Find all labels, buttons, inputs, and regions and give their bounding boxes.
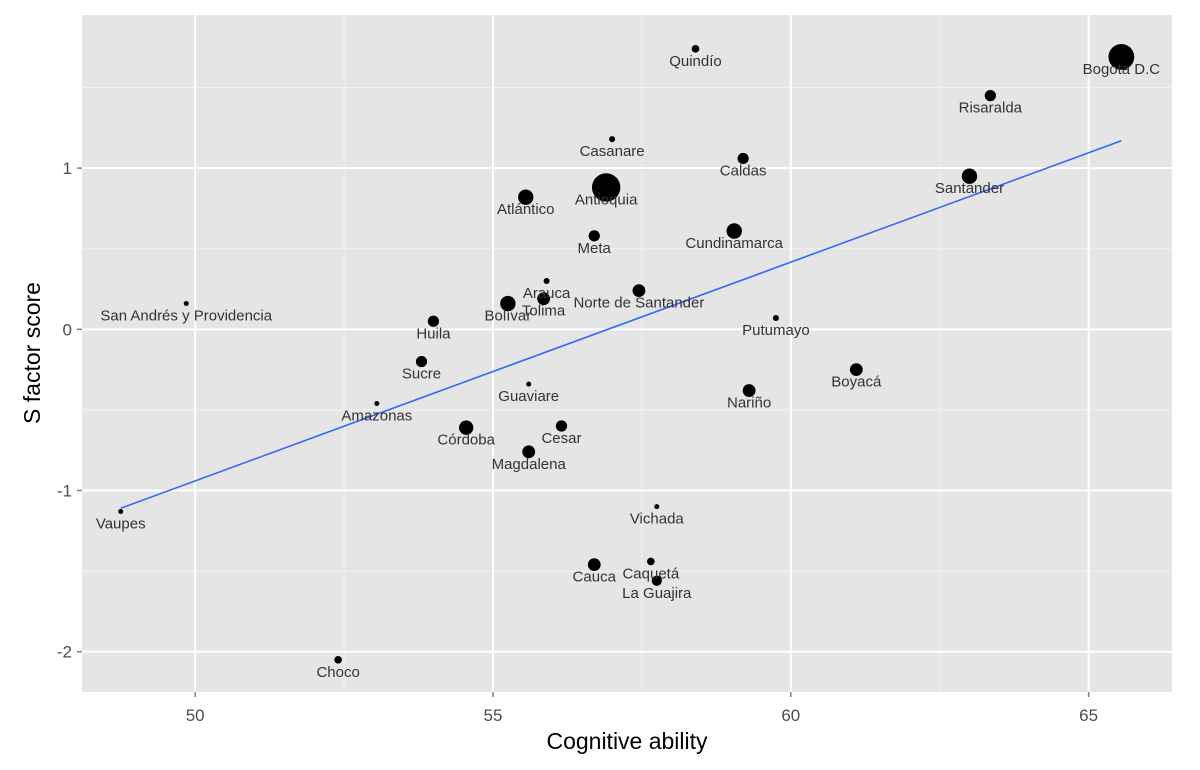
point-label: Antioquia xyxy=(575,191,638,208)
y-axis-ticks: -2 -1 0 1 xyxy=(57,159,82,662)
data-point xyxy=(654,504,660,510)
point-label: Caldas xyxy=(720,162,767,179)
point-label: Bolívar xyxy=(485,308,532,325)
point-label: Cauca xyxy=(573,569,617,586)
point-label: Magdalena xyxy=(492,456,567,473)
data-point xyxy=(555,420,568,432)
point-label: Guaviare xyxy=(498,388,559,405)
data-point xyxy=(118,508,124,514)
x-tick-label: 50 xyxy=(186,706,205,725)
data-point xyxy=(849,363,863,377)
data-point xyxy=(587,558,601,572)
minor-gridlines xyxy=(82,15,1172,692)
y-tick-label: -1 xyxy=(57,482,72,501)
plot-panel xyxy=(82,15,1172,692)
y-tick-label: 0 xyxy=(63,320,72,339)
point-label: Quindío xyxy=(669,53,722,70)
point-label: Córdoba xyxy=(437,432,495,449)
data-point xyxy=(772,315,779,322)
data-point xyxy=(737,152,749,165)
point-label: Vaupes xyxy=(96,515,146,532)
fit-line-layer xyxy=(120,139,1122,509)
data-point xyxy=(518,189,534,205)
data-point xyxy=(588,230,600,242)
point-label: Putumayo xyxy=(742,322,810,339)
data-point xyxy=(537,292,551,306)
y-tick-label: 1 xyxy=(63,159,72,178)
data-point xyxy=(459,420,474,435)
point-label: Atlántico xyxy=(497,201,555,218)
point-label: Boyacá xyxy=(831,374,882,391)
data-point xyxy=(591,173,621,202)
point-label: Amazonas xyxy=(341,407,412,424)
data-point xyxy=(961,168,978,184)
x-axis-title: Cognitive ability xyxy=(546,728,708,754)
point-label: Meta xyxy=(578,240,612,257)
point-label: La Guajira xyxy=(622,585,692,602)
data-point xyxy=(415,355,428,368)
point-labels-layer: Bogota D.C Quindío Risaralda Casanare Caldas… xyxy=(96,53,1160,681)
y-tick-label: -2 xyxy=(57,643,72,662)
major-gridlines xyxy=(82,15,1172,692)
point-label: Tolima xyxy=(522,303,566,320)
point-label: San Andrés y Providencia xyxy=(100,308,272,325)
x-tick-label: 65 xyxy=(1079,706,1098,725)
data-point xyxy=(500,295,516,312)
data-point xyxy=(526,381,532,387)
regression-line xyxy=(120,139,1122,509)
point-label: Choco xyxy=(316,664,359,681)
x-axis-ticks: 50 55 60 65 xyxy=(186,692,1098,725)
point-label: Risaralda xyxy=(959,100,1023,117)
data-point xyxy=(183,301,189,307)
point-label: Huila xyxy=(416,325,451,342)
point-label: Caquetá xyxy=(622,565,679,582)
data-point xyxy=(522,445,536,459)
point-label: Sucre xyxy=(402,366,441,383)
x-tick-label: 55 xyxy=(484,706,503,725)
y-axis-title: S factor score xyxy=(19,282,45,424)
data-point xyxy=(647,557,655,566)
data-point xyxy=(691,45,700,53)
point-label: Casanare xyxy=(580,143,645,160)
data-point xyxy=(334,655,342,664)
data-point xyxy=(651,575,662,586)
point-label: Cesar xyxy=(541,430,581,447)
data-point xyxy=(726,223,742,239)
data-point xyxy=(742,384,756,397)
point-label: Santander xyxy=(935,180,1004,197)
data-point xyxy=(543,277,550,284)
data-point xyxy=(1108,44,1135,70)
data-point xyxy=(427,315,440,327)
x-tick-label: 60 xyxy=(781,706,800,725)
point-label: Cundinamarca xyxy=(685,235,783,252)
point-label: Norte de Santander xyxy=(573,295,704,312)
data-point xyxy=(984,89,996,102)
points-layer xyxy=(118,44,1135,664)
data-point xyxy=(374,400,380,406)
data-point xyxy=(609,136,616,143)
point-label: Nariño xyxy=(727,395,771,412)
point-label: Vichada xyxy=(630,511,685,528)
point-label: Arauca xyxy=(523,285,571,302)
data-point xyxy=(632,284,646,298)
point-label: Bogota D.C xyxy=(1083,61,1161,78)
